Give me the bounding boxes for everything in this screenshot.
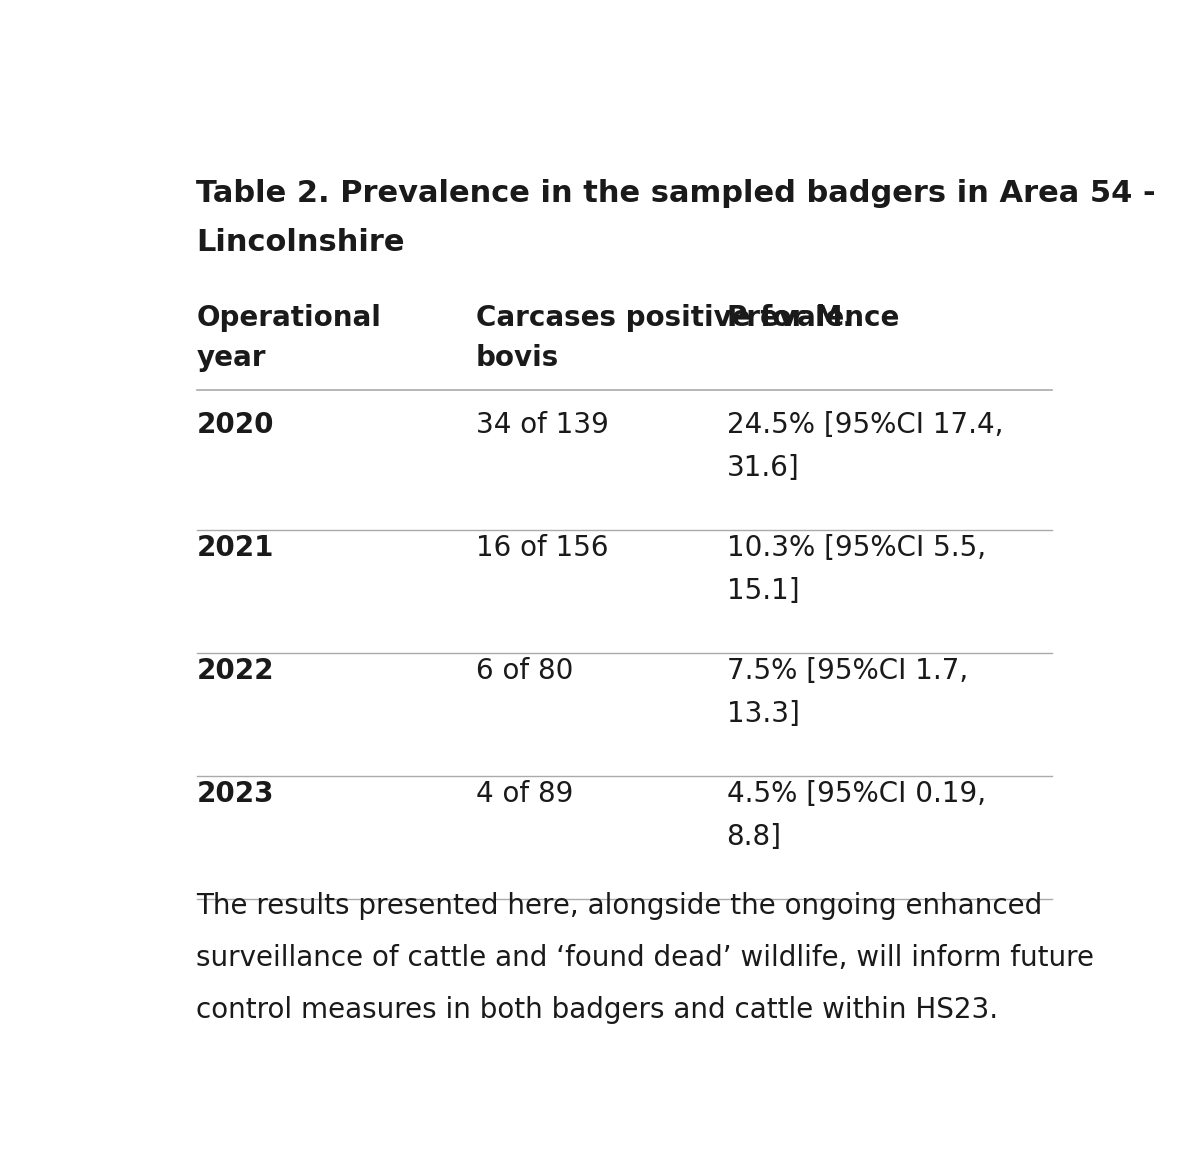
Text: surveillance of cattle and ‘found dead’ wildlife, will inform future: surveillance of cattle and ‘found dead’ … — [197, 944, 1094, 972]
Text: bovis: bovis — [475, 344, 559, 372]
Text: The results presented here, alongside the ongoing enhanced: The results presented here, alongside th… — [197, 893, 1043, 921]
Text: 34 of 139: 34 of 139 — [475, 411, 608, 439]
Text: Carcases positive for M.: Carcases positive for M. — [475, 303, 853, 332]
Text: 31.6]: 31.6] — [727, 454, 799, 482]
Text: 10.3% [95%CI 5.5,: 10.3% [95%CI 5.5, — [727, 534, 985, 562]
Text: 15.1]: 15.1] — [727, 577, 799, 604]
Text: 2022: 2022 — [197, 657, 274, 686]
Text: control measures in both badgers and cattle within HS23.: control measures in both badgers and cat… — [197, 996, 998, 1024]
Text: Operational: Operational — [197, 303, 382, 332]
Text: year: year — [197, 344, 266, 372]
Text: 8.8]: 8.8] — [727, 823, 781, 851]
Text: 6 of 80: 6 of 80 — [475, 657, 572, 686]
Text: 7.5% [95%CI 1.7,: 7.5% [95%CI 1.7, — [727, 657, 968, 686]
Text: 4.5% [95%CI 0.19,: 4.5% [95%CI 0.19, — [727, 780, 985, 808]
Text: Lincolnshire: Lincolnshire — [197, 228, 406, 257]
Text: 2023: 2023 — [197, 780, 274, 808]
Text: 16 of 156: 16 of 156 — [475, 534, 608, 562]
Text: Prevalence: Prevalence — [727, 303, 900, 332]
Text: Table 2. Prevalence in the sampled badgers in Area 54 -: Table 2. Prevalence in the sampled badge… — [197, 179, 1156, 208]
Text: 13.3]: 13.3] — [727, 699, 799, 728]
Text: 2020: 2020 — [197, 411, 274, 439]
Text: 24.5% [95%CI 17.4,: 24.5% [95%CI 17.4, — [727, 411, 1003, 439]
Text: 2021: 2021 — [197, 534, 274, 562]
Text: 4 of 89: 4 of 89 — [475, 780, 572, 808]
